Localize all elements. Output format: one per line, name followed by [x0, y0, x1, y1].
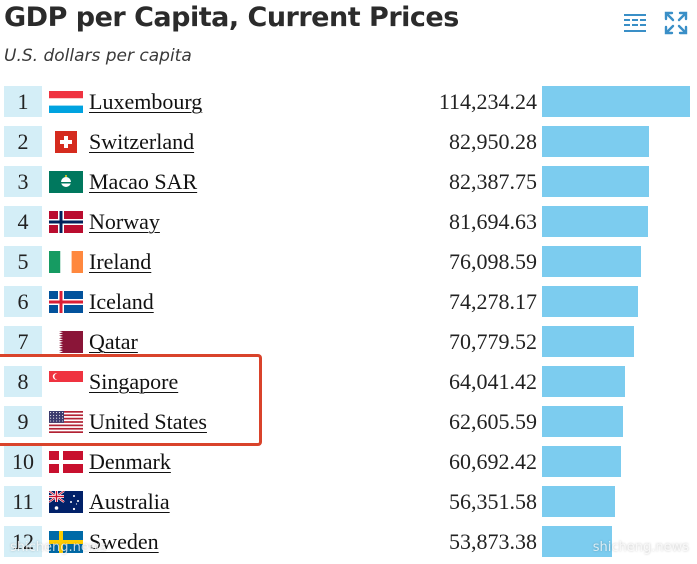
country-link[interactable]: Denmark — [89, 449, 171, 474]
value-bar — [542, 246, 641, 277]
rank-label: 3 — [4, 166, 42, 197]
rank-label: 8 — [4, 366, 42, 397]
country-link[interactable]: Ireland — [89, 249, 152, 274]
value-bar — [542, 406, 623, 437]
value-label: 81,694.63 — [449, 209, 537, 234]
country-link[interactable]: Luxembourg — [89, 89, 203, 114]
value-label: 70,779.52 — [449, 329, 537, 354]
country-link[interactable]: Switzerland — [89, 129, 195, 154]
watermark-right: shicheng.news — [592, 540, 689, 555]
table-row: 2 Switzerland 82,950.28 — [0, 122, 697, 162]
table-row: 11 Australia 56,351.58 — [0, 482, 697, 522]
table-row: 6 Iceland 74,278.17 — [0, 282, 697, 322]
table-row: 8 Singapore 64,041.42 — [0, 362, 697, 402]
value-label: 82,387.75 — [449, 169, 537, 194]
value-bar — [542, 206, 648, 237]
rank-label: 12 — [4, 526, 42, 557]
country-link[interactable]: Iceland — [89, 289, 154, 314]
australia-flag-icon — [48, 490, 83, 513]
table-row: 7 Qatar 70,779.52 — [0, 322, 697, 362]
value-label: 74,278.17 — [449, 289, 537, 314]
rank-label: 6 — [4, 286, 42, 317]
value-label: 114,234.24 — [438, 89, 537, 114]
chart-subtitle: U.S. dollars per capita — [4, 46, 192, 66]
country-link[interactable]: Qatar — [89, 329, 138, 354]
country-link[interactable]: Sweden — [89, 529, 159, 554]
value-bar — [542, 166, 649, 197]
luxembourg-flag-icon — [49, 91, 83, 113]
ireland-flag-icon — [49, 251, 83, 273]
table-view-icon[interactable] — [622, 10, 648, 36]
value-label: 56,351.58 — [449, 489, 537, 514]
singapore-flag-icon — [49, 371, 83, 393]
iceland-flag-icon — [49, 291, 83, 313]
qatar-flag-icon — [49, 331, 83, 353]
expand-icon[interactable] — [663, 10, 689, 36]
rank-label: 10 — [4, 446, 42, 477]
value-bar — [542, 366, 625, 397]
sweden-flag-icon — [49, 531, 83, 553]
watermark-left: shicheng.news — [10, 540, 107, 555]
value-bar — [542, 446, 621, 477]
highlight-box — [0, 354, 262, 446]
chart-title: GDP per Capita, Current Prices — [4, 2, 459, 33]
table-row: 3 Macao SAR 82,387.75 — [0, 162, 697, 202]
table-row: 10 Denmark 60,692.42 — [0, 442, 697, 482]
country-link[interactable]: Singapore — [89, 369, 179, 394]
value-label: 62,605.59 — [449, 409, 537, 434]
country-link[interactable]: United States — [89, 409, 207, 434]
rank-label: 11 — [4, 486, 42, 517]
table-row: 1 Luxembourg 114,234.24 — [0, 82, 697, 122]
value-bar — [542, 86, 690, 117]
value-bar — [542, 286, 638, 317]
value-label: 53,873.38 — [449, 529, 537, 554]
value-label: 60,692.42 — [449, 449, 537, 474]
rank-label: 5 — [4, 246, 42, 277]
country-link[interactable]: Norway — [89, 209, 160, 234]
rank-label: 2 — [4, 126, 42, 157]
table-row: 4 Norway 81,694.63 — [0, 202, 697, 242]
value-bar — [542, 326, 634, 357]
rank-label: 7 — [4, 326, 42, 357]
norway-flag-icon — [49, 211, 83, 233]
value-bar — [542, 486, 615, 517]
switzerland-flag-icon — [49, 131, 83, 153]
rank-label: 1 — [4, 86, 42, 117]
macao-flag-icon — [49, 171, 83, 193]
rank-label: 9 — [4, 406, 42, 437]
country-link[interactable]: Macao SAR — [89, 169, 198, 194]
value-bar — [542, 126, 649, 157]
value-bar — [542, 526, 612, 557]
denmark-flag-icon — [49, 451, 83, 473]
country-link[interactable]: Australia — [89, 489, 170, 514]
value-label: 76,098.59 — [449, 249, 537, 274]
united-states-flag-icon — [49, 411, 83, 433]
rank-label: 4 — [4, 206, 42, 237]
value-label: 64,041.42 — [449, 369, 537, 394]
table-row: 9 United States 62,605.59 — [0, 402, 697, 442]
value-label: 82,950.28 — [449, 129, 537, 154]
table-row: 5 Ireland 76,098.59 — [0, 242, 697, 282]
table-row: 12 Sweden 53,873.38 — [0, 522, 697, 562]
